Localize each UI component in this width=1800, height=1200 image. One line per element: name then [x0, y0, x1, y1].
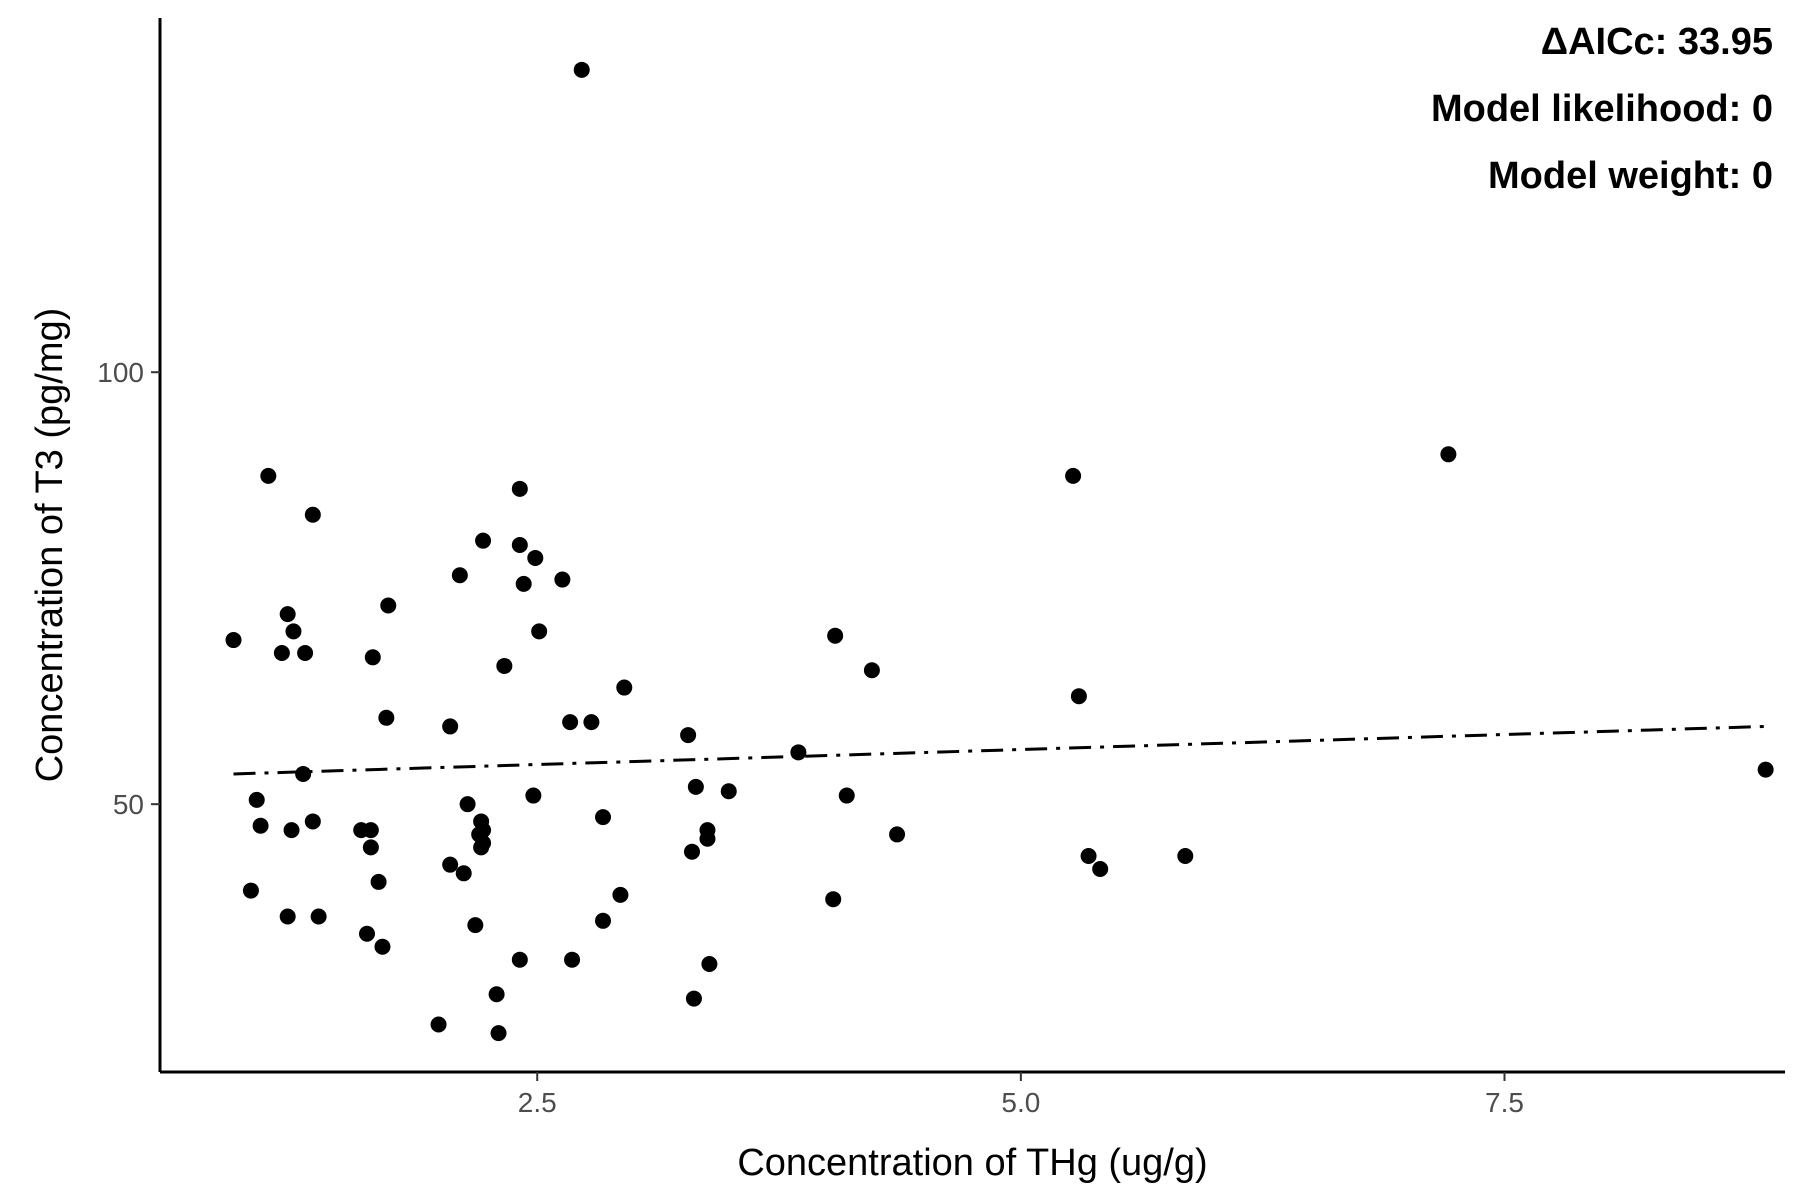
- annotation-model-weight: Model weight: 0: [1488, 155, 1773, 197]
- data-point: [1757, 761, 1774, 778]
- x-tick-label: 2.5: [518, 1087, 557, 1118]
- data-point: [459, 796, 476, 813]
- data-point: [370, 873, 387, 890]
- data-point: [562, 714, 579, 731]
- data-point: [304, 506, 321, 523]
- data-point: [475, 822, 492, 839]
- data-point: [515, 575, 532, 592]
- data-point: [525, 787, 542, 804]
- data-point: [378, 709, 395, 726]
- data-point: [554, 571, 571, 588]
- data-point: [467, 917, 484, 934]
- data-point: [612, 886, 629, 903]
- data-point: [380, 597, 397, 614]
- data-point: [242, 882, 259, 899]
- data-point: [283, 822, 300, 839]
- y-tick-label: 50: [113, 789, 144, 820]
- data-point: [310, 908, 327, 925]
- x-axis-ticks: 2.5 5.0 7.5: [518, 1072, 1524, 1118]
- data-point: [430, 1016, 447, 1033]
- data-point: [1065, 467, 1082, 484]
- data-point: [362, 839, 379, 856]
- y-tick-label: 100: [97, 357, 144, 388]
- data-point: [473, 839, 490, 856]
- data-point: [511, 537, 528, 553]
- data-point: [511, 951, 528, 968]
- data-point: [362, 822, 379, 839]
- data-point: [527, 549, 544, 566]
- data-point: [475, 532, 492, 549]
- data-point: [248, 791, 265, 808]
- data-point: [273, 644, 290, 661]
- data-point: [364, 649, 381, 666]
- data-point: [685, 990, 702, 1007]
- data-point: [252, 817, 269, 834]
- annotation-delta-aicc: ΔAICc: 33.95: [1541, 21, 1773, 63]
- data-point: [595, 912, 612, 929]
- data-point: [573, 61, 590, 78]
- data-point: [496, 657, 513, 674]
- y-axis-ticks: 50 100: [97, 357, 160, 820]
- data-point: [442, 718, 459, 735]
- data-point: [1440, 446, 1457, 463]
- x-tick-label: 7.5: [1485, 1087, 1524, 1118]
- data-point: [297, 644, 314, 661]
- data-point: [863, 662, 880, 679]
- data-point: [374, 938, 391, 955]
- data-point: [304, 813, 321, 830]
- data-point: [451, 567, 468, 584]
- data-point: [687, 778, 704, 795]
- x-axis-title: Concentration of THg (ug/g): [737, 1142, 1207, 1184]
- data-point: [285, 623, 302, 640]
- data-point: [531, 623, 548, 640]
- data-point: [1070, 688, 1087, 705]
- data-point: [616, 679, 633, 696]
- data-point: [564, 951, 581, 968]
- data-point: [295, 765, 312, 782]
- data-point: [488, 986, 505, 1003]
- data-point: [889, 826, 906, 843]
- data-point: [595, 809, 612, 826]
- x-tick-label: 5.0: [1001, 1087, 1040, 1118]
- data-point: [720, 783, 737, 800]
- data-point: [279, 908, 296, 925]
- data-point: [827, 627, 844, 644]
- data-point: [1080, 848, 1097, 865]
- data-point: [260, 467, 277, 484]
- data-point: [442, 856, 459, 873]
- data-point: [699, 830, 716, 847]
- data-point: [701, 956, 718, 973]
- data-point: [358, 925, 375, 942]
- data-point: [680, 727, 697, 744]
- data-point: [225, 632, 242, 649]
- data-point: [279, 606, 296, 623]
- data-point: [683, 843, 700, 860]
- annotation-model-likelihood: Model likelihood: 0: [1431, 88, 1773, 130]
- data-point: [825, 891, 842, 908]
- data-point: [838, 787, 855, 804]
- y-axis-title: Concentration of T3 (pg/mg): [29, 308, 71, 783]
- trend-line: [233, 724, 1766, 776]
- data-point: [511, 480, 528, 497]
- points-layer: [225, 61, 1774, 1042]
- data-point: [490, 1025, 507, 1042]
- data-point: [583, 714, 600, 731]
- data-point: [1177, 848, 1194, 865]
- data-point: [1092, 860, 1109, 877]
- data-point: [455, 865, 472, 882]
